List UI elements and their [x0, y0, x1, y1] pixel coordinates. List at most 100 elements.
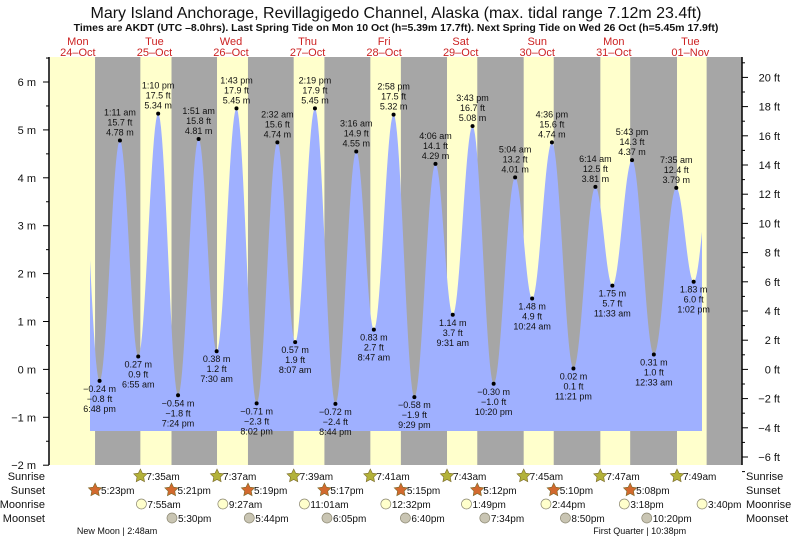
tide-m-label: 0.31 m — [640, 358, 668, 368]
right-tick-label: 18 ft — [759, 102, 780, 114]
right-tick-label: 14 ft — [759, 160, 780, 172]
day-date: 01–Nov — [671, 47, 709, 59]
tide-time-label: 6:14 am — [579, 154, 612, 164]
sunset-time: 5:08pm — [636, 486, 669, 497]
day-date: 26–Oct — [213, 47, 248, 59]
sunrise-time: 7:45am — [530, 472, 563, 483]
day-name: Sat — [452, 36, 469, 48]
tide-point — [312, 106, 317, 111]
right-tick-label: 8 ft — [765, 248, 780, 260]
tide-time-label: 12:33 am — [635, 378, 673, 388]
tide-ft-label: 6.0 ft — [684, 295, 705, 305]
tide-point — [97, 378, 102, 383]
low-tide-marker: 1.83 m6.0 ft1:02 pm — [677, 279, 710, 315]
tide-time-label: 1:11 am — [104, 107, 136, 117]
moonrise-moon-icon — [136, 498, 147, 510]
left-tick-label: −2 m — [11, 460, 36, 472]
sunrise-time: 7:41am — [376, 472, 409, 483]
right-tick-label: 12 ft — [759, 189, 780, 201]
day-date: 30–Oct — [520, 47, 555, 59]
tide-time-label: 8:47 am — [358, 353, 391, 363]
moonrise-time: 7:55am — [147, 500, 180, 511]
tide-ft-label: 1.9 ft — [285, 355, 306, 365]
tide-time-label: 1:02 pm — [677, 305, 710, 315]
tide-point — [254, 401, 259, 406]
tide-time-label: 7:35 am — [660, 155, 693, 165]
moonset-moon-icon — [479, 512, 491, 524]
right-tick-label: 20 ft — [759, 72, 780, 84]
tide-time-label: 1:10 pm — [142, 81, 175, 91]
moonrise-moon-icon — [380, 498, 392, 510]
chart-subtitle: Times are AKDT (UTC –8.0hrs). Last Sprin… — [74, 22, 719, 34]
right-tick-label: 10 ft — [759, 218, 780, 230]
tide-time-label: 3:16 am — [340, 118, 373, 128]
day-date: 28–Oct — [366, 47, 401, 59]
tide-point — [433, 161, 438, 166]
tide-ft-label: 15.6 ft — [539, 119, 565, 129]
moonrise-moon-icon — [540, 498, 552, 510]
moon-phase-label: First Quarter | 10:38pm — [593, 526, 686, 536]
sunset-star-icon — [622, 482, 638, 497]
tide-point — [333, 401, 338, 406]
tide-time-label: 7:30 am — [200, 374, 233, 384]
sunset-time: 5:15pm — [407, 486, 440, 497]
day-name: Thu — [298, 36, 317, 48]
tide-time-label: 9:31 am — [436, 338, 469, 348]
tide-point — [674, 185, 679, 190]
tide-ft-label: −2.3 ft — [244, 416, 270, 426]
sunset-star-icon — [87, 482, 103, 497]
tide-time-label: 5:04 am — [499, 144, 532, 154]
sunrise-star-icon — [516, 468, 531, 483]
tide-ft-label: 13.2 ft — [503, 154, 529, 164]
tide-m-label: 4.37 m — [618, 147, 646, 157]
day-name: Tue — [681, 36, 700, 48]
low-tide-marker: −0.24 m−0.8 ft6:48 pm — [83, 378, 116, 414]
tide-ft-label: 17.5 ft — [381, 92, 407, 102]
tide-time-label: 11:33 am — [594, 309, 631, 319]
tide-time-label: 9:29 pm — [398, 420, 431, 430]
tide-time-label: 2:58 pm — [377, 82, 410, 92]
tide-ft-label: −1.8 ft — [165, 408, 191, 418]
moonrise-time: 3:18pm — [630, 500, 663, 511]
tide-m-label: 4.74 m — [264, 129, 292, 139]
row-label-right: Moonrise — [746, 499, 791, 511]
low-tide-marker: −0.71 m−2.3 ft8:02 pm — [240, 401, 273, 436]
tide-point — [450, 312, 455, 317]
axes: −2 m −1 m 0 m 1 m 2 m 3 m 4 m 5 m 6 m −6 ft −4 ft −… — [11, 57, 780, 472]
tide-m-label: −0.54 m — [162, 398, 195, 408]
tide-m-label: 0.02 m — [560, 371, 588, 381]
tide-ft-label: −1.0 ft — [481, 397, 507, 407]
sunrise-time: 7:39am — [300, 472, 333, 483]
tide-time-label: 11:21 pm — [555, 391, 592, 401]
tide-m-label: 1.48 m — [518, 302, 546, 312]
low-tide-marker: 1.14 m3.7 ft9:31 am — [436, 312, 469, 348]
low-tide-marker: −0.58 m−1.9 ft9:29 pm — [398, 395, 431, 430]
tide-m-label: 0.27 m — [124, 359, 152, 369]
moonset-time: 10:20pm — [653, 514, 692, 525]
moonrise-moon-icon — [299, 498, 310, 510]
right-tick-label: 4 ft — [765, 306, 780, 318]
tide-time-label: 6:48 pm — [83, 404, 116, 414]
tide-time-label: 6:55 am — [122, 379, 155, 389]
tide-ft-label: 3.7 ft — [443, 328, 464, 338]
tide-ft-label: 0.1 ft — [563, 381, 584, 391]
tide-ft-label: 15.8 ft — [186, 116, 212, 126]
tide-point — [117, 138, 122, 143]
sunrise-star-icon — [209, 468, 225, 483]
tide-ft-label: 12.4 ft — [664, 165, 690, 175]
tide-m-label: −0.72 m — [319, 407, 352, 417]
tide-time-label: 4:36 pm — [536, 109, 569, 119]
tide-time-label: 2:19 pm — [299, 75, 332, 85]
tide-m-label: 3.79 m — [663, 175, 691, 185]
left-tick-label: 1 m — [18, 317, 36, 329]
day-date: 25–Oct — [137, 47, 172, 59]
tide-point — [391, 112, 396, 117]
